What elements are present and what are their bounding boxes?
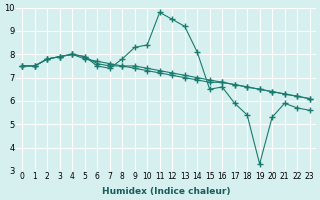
X-axis label: Humidex (Indice chaleur): Humidex (Indice chaleur) [102, 187, 230, 196]
